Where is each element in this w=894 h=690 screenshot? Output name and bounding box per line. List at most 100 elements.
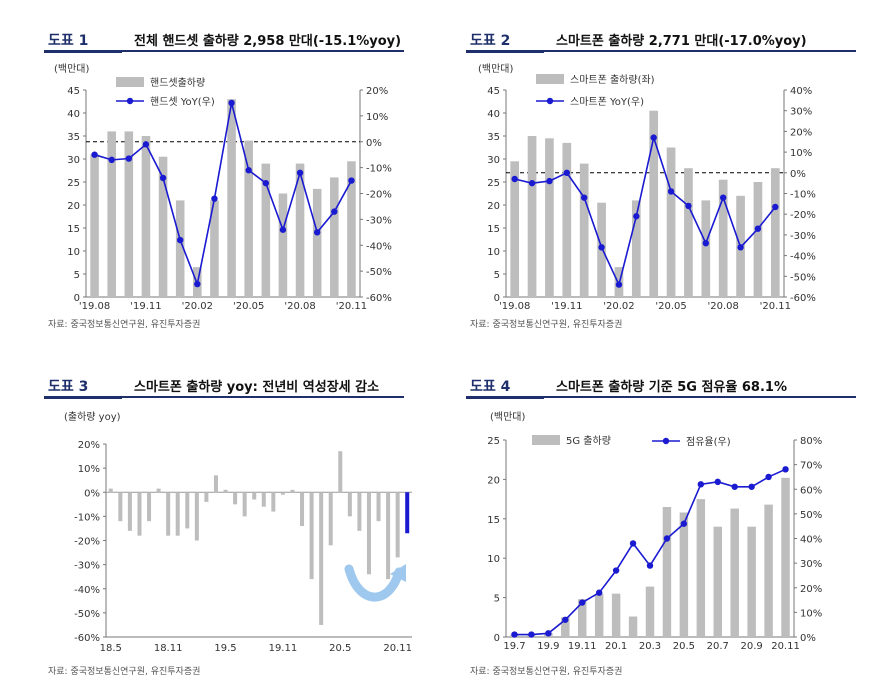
y-tick-label: -30% <box>74 561 100 572</box>
bar <box>628 616 638 637</box>
data-point <box>667 188 675 195</box>
trend-arrow-icon <box>344 564 404 602</box>
chart-1: (백만대) 0 5 10 15 20 25 30 35 40 45 -60% -50% -40% -30% -… <box>54 63 392 312</box>
y2-tick-label: 20% <box>366 86 388 97</box>
data-point <box>646 562 654 569</box>
bar <box>366 492 371 575</box>
unit-label: (백만대) <box>490 411 526 423</box>
data-point <box>528 631 535 638</box>
x-tick-label: 19.5 <box>214 643 236 654</box>
y2-tick-label: -40% <box>366 241 392 252</box>
y2-tick-label: 40% <box>790 86 812 97</box>
divider-accent <box>466 396 544 399</box>
bar <box>527 136 537 297</box>
y2-tick-label: 10% <box>800 608 822 619</box>
bar <box>278 193 288 297</box>
x-tick-label: 18.11 <box>154 643 183 654</box>
x-tick-label: 20.9 <box>741 641 763 652</box>
y2-tick-label: 0% <box>366 138 382 149</box>
bar <box>210 200 219 297</box>
bar <box>227 99 236 297</box>
legend-line-label: 스마트폰 YoY(우) <box>570 96 644 108</box>
y2-tick-label: -10% <box>790 190 816 201</box>
unit-label: (백만대) <box>478 63 514 75</box>
y-tick-label: -20% <box>74 537 100 548</box>
bar <box>561 617 570 637</box>
legend-line-label: 핸드셋 YoY(우) <box>150 96 215 108</box>
x-tick-label: '20.05 <box>655 301 686 312</box>
divider <box>466 396 856 398</box>
legend-bar-label: 5G 출하량 <box>566 434 611 447</box>
legend-line-marker <box>546 97 554 105</box>
data-point <box>176 236 184 244</box>
bar <box>204 492 209 502</box>
bar <box>124 131 134 297</box>
bar <box>127 492 132 531</box>
data-point <box>563 169 571 176</box>
panel-3-title: 스마트폰 출하량 yoy: 전년비 역성장세 감소 <box>134 380 380 395</box>
y-tick-label: 40 <box>67 109 80 120</box>
y2-tick-label: 80% <box>800 436 822 447</box>
x-tick-label: 18.5 <box>100 643 122 654</box>
y-tick-label: 20% <box>78 440 100 451</box>
data-point <box>615 281 623 288</box>
data-point <box>719 194 727 201</box>
y2-tick-label: 20% <box>790 127 812 138</box>
bar <box>328 492 333 546</box>
legend-bar-swatch <box>532 435 560 445</box>
divider <box>466 50 856 52</box>
data-point <box>91 151 98 158</box>
y2-tick-label: -60% <box>790 293 816 304</box>
data-point <box>680 520 688 527</box>
panel-1-number: 도표 1 <box>48 33 89 49</box>
data-point <box>511 631 518 638</box>
panel-4-title: 스마트폰 출하량 기준 5G 점유율 68.1% <box>556 380 787 395</box>
data-point <box>579 599 586 606</box>
x-tick-label: '19.08 <box>79 301 110 312</box>
bar <box>295 163 305 297</box>
data-point <box>702 239 710 247</box>
bar <box>696 499 706 637</box>
y-tick-label: 45 <box>67 86 80 97</box>
y2-tick-label: 20% <box>800 584 822 595</box>
y-tick-label: -50% <box>74 609 100 620</box>
y-tick-label: 10 <box>67 247 80 258</box>
bar <box>319 492 324 625</box>
bar <box>347 492 352 517</box>
data-point <box>685 202 692 210</box>
y2-tick-label: 50% <box>800 510 822 521</box>
legend-line-marker <box>126 97 134 105</box>
y2-tick-label: -40% <box>790 252 816 263</box>
unit-label: (백만대) <box>54 63 90 75</box>
data-point <box>546 177 553 185</box>
y2-tick-label: 0% <box>790 169 806 180</box>
bar <box>631 200 641 297</box>
bar <box>666 147 676 297</box>
y-tick-label: 0 <box>494 293 500 304</box>
data-point <box>279 226 287 233</box>
trend-arrow-head-icon <box>390 564 406 582</box>
bar <box>713 526 722 637</box>
data-point <box>782 466 789 473</box>
y-tick-label: 20 <box>67 201 80 212</box>
data-point <box>545 630 552 637</box>
bar <box>156 488 161 493</box>
x-tick-label: '20.05 <box>233 301 264 312</box>
y2-tick-label: -50% <box>790 272 816 283</box>
data-point <box>262 179 270 187</box>
data-point <box>348 177 355 184</box>
x-tick-label: '20.11 <box>336 301 367 312</box>
bar <box>405 492 410 534</box>
bar <box>684 168 693 297</box>
y-tick-label: 5 <box>494 594 500 605</box>
bar <box>753 182 763 297</box>
y2-tick-label: 60% <box>800 485 822 496</box>
bar <box>338 451 343 493</box>
bar <box>118 492 123 522</box>
data-point <box>772 203 779 211</box>
bar <box>261 492 266 507</box>
bar <box>90 154 99 297</box>
panel-1-title: 전체 핸드셋 출하량 2,958 만대(-15.1%yoy) <box>134 34 402 49</box>
x-tick-label: '19.08 <box>499 301 530 312</box>
x-tick-label: 20.11 <box>383 643 412 654</box>
